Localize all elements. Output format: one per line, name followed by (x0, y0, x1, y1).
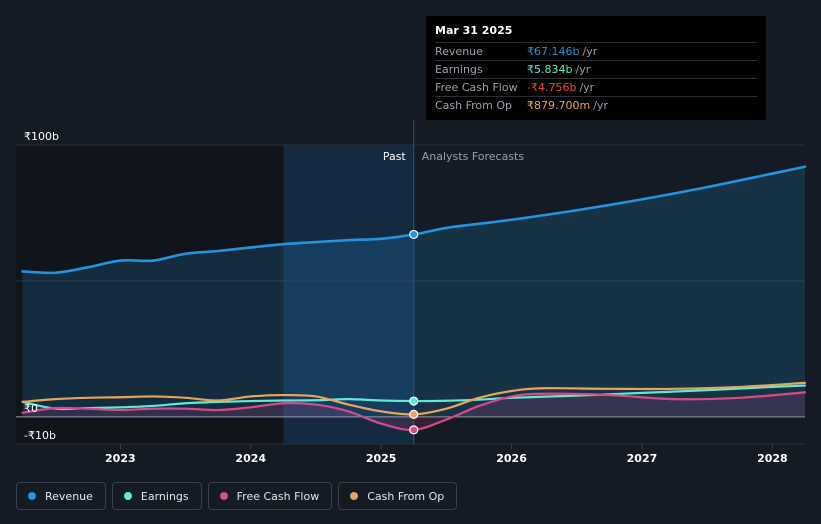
revenue-line (21, 165, 807, 275)
tooltip-row-earnings: Earnings ₹5.834b /yr (435, 60, 757, 78)
tooltip-unit: /yr (582, 45, 598, 58)
chart-area: ₹100b ₹0 -₹10b 2023 2024 2025 2026 2027 2028 Pa… (16, 120, 807, 465)
series-markers (409, 229, 419, 435)
cash-from-op-dot-icon (350, 492, 359, 500)
legend-earnings[interactable]: Earnings (111, 482, 202, 510)
tooltip-row-free-cash-flow: Free Cash Flow -₹4.756b /yr (435, 78, 757, 96)
x-tick-label: 2027 (627, 452, 658, 465)
tooltip-row-revenue: Revenue ₹67.146b /yr (435, 42, 757, 60)
legend-label: Revenue (45, 489, 93, 503)
x-axis-labels: 2023 2024 2025 2026 2027 2028 (105, 444, 788, 465)
highlight-band (283, 145, 414, 444)
data-tooltip: Mar 31 2025 Revenue ₹67.146b /yr Earning… (426, 16, 766, 120)
x-tick-label: 2023 (105, 452, 136, 465)
tooltip-unit: /yr (593, 99, 608, 112)
chart-legend: Revenue Earnings Free Cash Flow Cash Fro… (16, 482, 458, 510)
past-label: Past (383, 150, 407, 163)
y-tick-label: ₹100b (24, 130, 59, 143)
free-cash-flow-area (22, 392, 806, 430)
y-tick-label: ₹0 (24, 402, 38, 415)
tooltip-row-cash-from-op: Cash From Op ₹879.700m /yr (435, 96, 757, 114)
legend-label: Free Cash Flow (236, 489, 320, 503)
earnings-line (21, 384, 807, 411)
y-tick-label: -₹10b (24, 429, 56, 442)
tooltip-label: Free Cash Flow (435, 81, 518, 94)
tooltip-label: Revenue (435, 45, 483, 58)
tooltip-label: Cash From Op (435, 99, 513, 112)
x-tick-label: 2026 (496, 452, 527, 465)
free-cash-flow-line (21, 391, 807, 432)
free-cash-flow-dot-icon (219, 492, 228, 500)
x-tick-label: 2028 (757, 452, 788, 465)
cash-from-op-marker (409, 409, 419, 419)
revenue-marker (409, 229, 419, 240)
y-axis-labels: ₹100b ₹0 -₹10b (24, 130, 59, 442)
revenue-dot-icon (28, 492, 36, 500)
legend-cash-from-op[interactable]: Cash From Op (338, 482, 458, 510)
tooltip-value: ₹67.146b (527, 45, 580, 58)
tooltip-value: -₹4.756b (527, 81, 577, 94)
tooltip-label: Earnings (435, 63, 483, 76)
analysts-forecasts-label: Analysts Forecasts (422, 150, 525, 163)
earnings-marker (409, 396, 419, 406)
tooltip-value: ₹5.834b (527, 63, 573, 76)
tooltip-value: ₹879.700m (527, 99, 591, 112)
tooltip-date: Mar 31 2025 (435, 24, 513, 37)
legend-label: Earnings (140, 489, 189, 503)
cash-from-op-line (21, 381, 807, 416)
x-tick-label: 2025 (366, 452, 397, 465)
tooltip-unit: /yr (579, 81, 595, 94)
x-tick-label: 2024 (235, 452, 266, 465)
free-cash-flow-marker (409, 425, 419, 435)
earnings-dot-icon (123, 492, 132, 500)
legend-free-cash-flow[interactable]: Free Cash Flow (207, 482, 333, 510)
series-lines (21, 165, 807, 432)
legend-revenue[interactable]: Revenue (16, 482, 106, 510)
legend-label: Cash From Op (367, 489, 445, 503)
tooltip-unit: /yr (575, 63, 591, 76)
